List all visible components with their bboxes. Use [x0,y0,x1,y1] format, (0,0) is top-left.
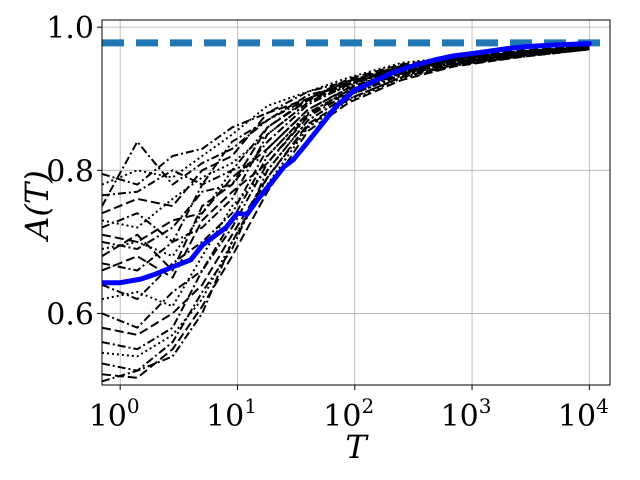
run-line [102,48,590,383]
run-line [102,44,590,215]
run-line [102,46,590,272]
mean-series-group [102,41,592,286]
mean-series-line [102,41,592,286]
run-line [102,47,590,351]
x-tick-label: 103 [441,394,492,434]
run-line [102,45,590,207]
y-tick-label: 0.8 [46,154,94,189]
run-line [102,47,590,372]
run-line [102,46,590,301]
run-line [102,46,590,186]
x-tick-label: 101 [206,394,257,434]
run-line [102,46,590,197]
run-line [102,46,590,250]
y-tick-label: 0.6 [46,297,94,332]
x-axis-label: T [345,428,369,466]
run-line [102,46,590,243]
run-line [102,46,590,243]
x-tick-label: 102 [323,394,374,434]
run-line [102,46,590,329]
plot-frame [101,19,611,386]
x-tick-label: 100 [89,394,140,434]
run-line [102,47,590,258]
run-line [102,47,590,229]
run-line [102,45,590,186]
y-axis-ticks: 0.6 0.8 1.0 [46,11,102,332]
y-axis-label: A(T) [18,170,56,242]
x-axis-ticks: 100 101 102 103 104 [89,385,609,434]
y-tick-label: 1.0 [46,11,94,46]
x-tick-label: 104 [558,394,609,434]
